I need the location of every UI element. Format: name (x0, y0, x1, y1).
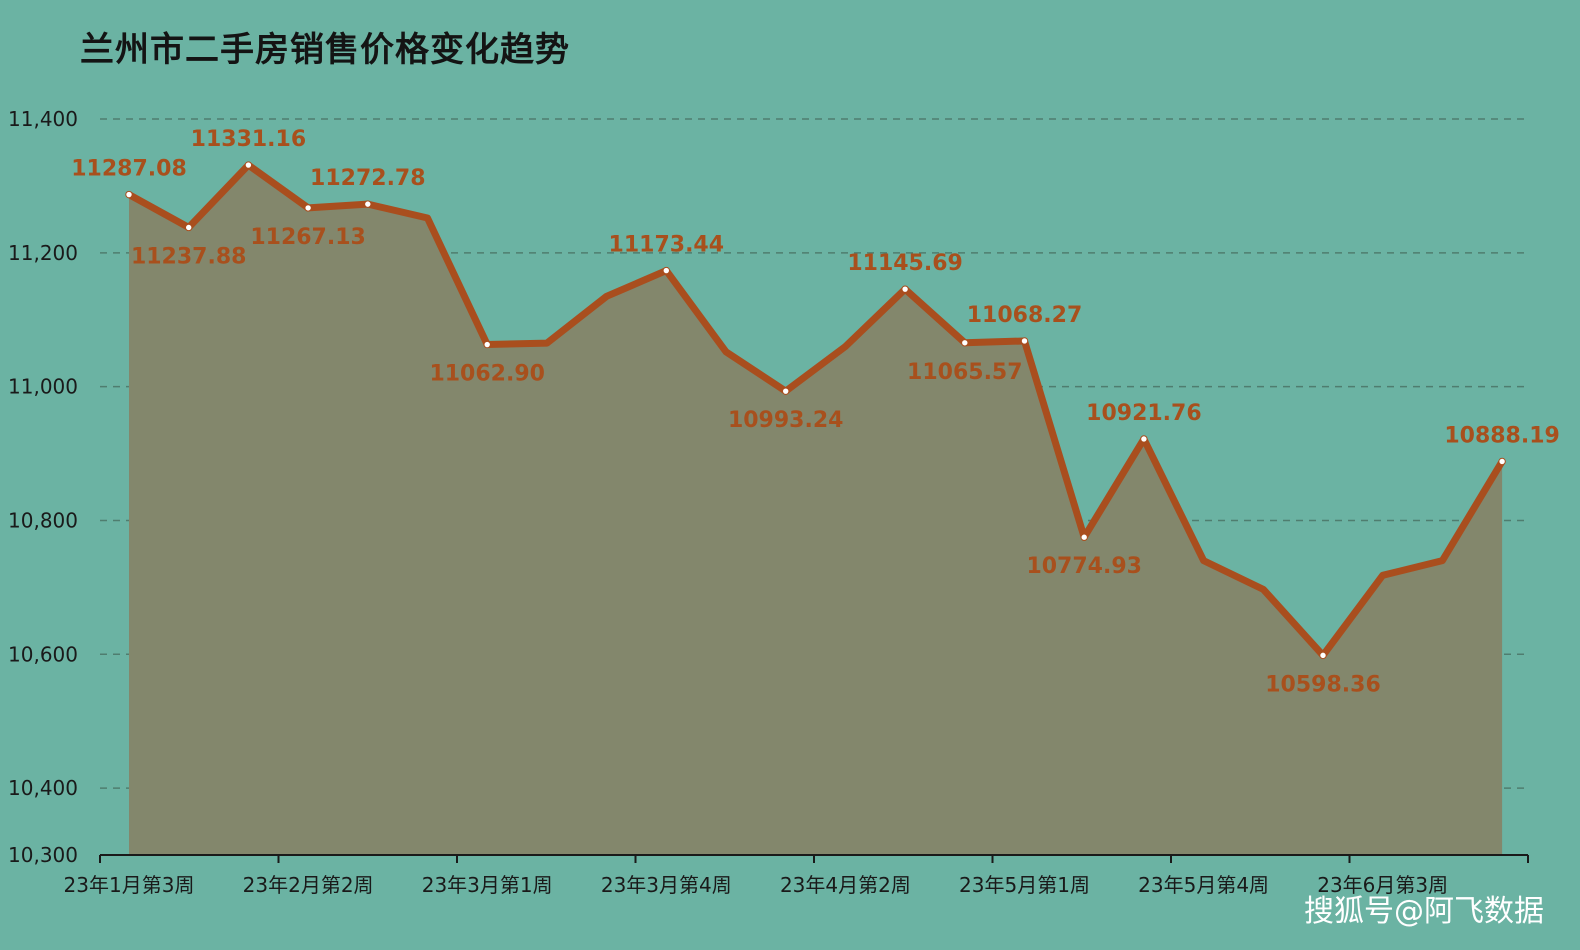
data-label: 11062.90 (429, 362, 545, 387)
data-label: 10598.36 (1265, 672, 1381, 697)
x-tick-label: 23年4月第2周 (780, 873, 911, 897)
data-point-marker (483, 340, 491, 349)
data-label: 11287.08 (71, 157, 187, 182)
y-tick-label: 11,400 (8, 107, 78, 131)
data-point-marker (1020, 337, 1029, 345)
y-tick-label: 11,200 (8, 241, 78, 265)
y-tick-label: 10,400 (8, 776, 78, 800)
data-label: 11065.57 (907, 360, 1023, 385)
data-label: 10774.93 (1026, 554, 1142, 579)
data-point-marker (244, 161, 253, 169)
watermark: 搜狐号@阿飞数据 (1304, 894, 1544, 929)
data-label: 10921.76 (1086, 401, 1202, 426)
data-label: 11237.88 (131, 244, 247, 269)
data-point-marker (1080, 533, 1088, 541)
x-tick-label: 23年6月第3周 (1317, 873, 1448, 897)
x-tick-label: 23年5月第4周 (1138, 873, 1269, 897)
area-fill (129, 165, 1503, 856)
data-point-marker (961, 339, 969, 347)
x-tick-label: 23年3月第4周 (601, 873, 732, 897)
data-point-marker (185, 223, 193, 232)
data-label: 11068.27 (967, 303, 1083, 328)
series-line (125, 161, 1506, 659)
data-point-marker (125, 190, 133, 199)
x-tick-label: 23年3月第1周 (422, 873, 553, 897)
data-label: 10993.24 (728, 408, 844, 433)
y-tick-label: 11,000 (8, 375, 78, 399)
data-label: 11272.78 (310, 166, 426, 191)
y-tick-label: 10,800 (8, 508, 78, 532)
data-label: 11173.44 (609, 233, 725, 258)
data-point-marker (1498, 457, 1506, 466)
data-point-marker (364, 200, 372, 208)
data-point-marker (662, 266, 670, 275)
x-tick-label: 23年1月第3周 (64, 873, 195, 897)
data-point-marker (304, 204, 312, 212)
data-point-marker (1319, 651, 1327, 660)
chart-title: 兰州市二手房销售价格变化趋势 (80, 30, 570, 70)
y-tick-label: 10,300 (8, 843, 78, 867)
data-point-marker (782, 387, 790, 395)
y-tick-label: 10,600 (8, 642, 78, 666)
x-tick-label: 23年5月第1周 (959, 873, 1090, 897)
x-tick-label: 23年2月第2周 (243, 873, 374, 897)
data-point-marker (1140, 435, 1148, 443)
data-label: 11331.16 (191, 127, 307, 152)
data-label: 11267.13 (250, 225, 366, 250)
data-label: 10888.19 (1444, 423, 1560, 448)
data-point-marker (901, 285, 909, 293)
data-label: 11145.69 (847, 251, 963, 276)
